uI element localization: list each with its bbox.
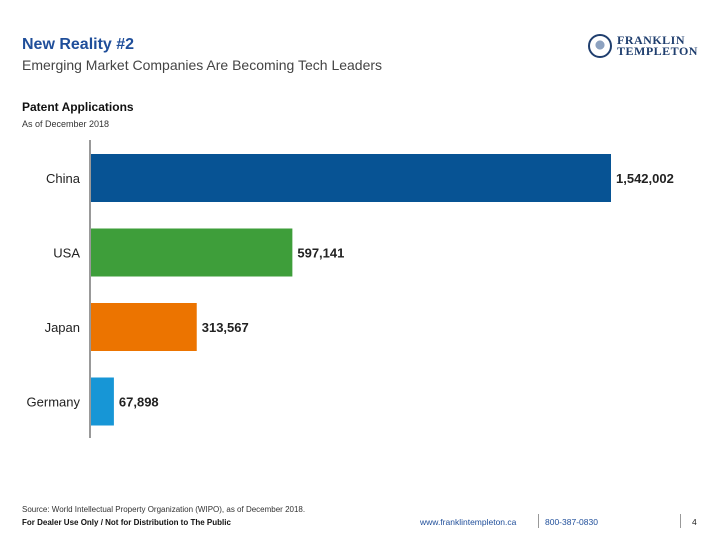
category-label: USA	[53, 246, 80, 261]
website-link[interactable]: www.franklintempleton.ca	[420, 517, 517, 527]
chart-title: Patent Applications	[22, 100, 134, 114]
value-label: 597,141	[297, 246, 344, 261]
source-note: Source: World Intellectual Property Orga…	[22, 505, 306, 514]
logo-line-1: FRANKLIN	[617, 33, 686, 47]
category-label: Germany	[27, 395, 81, 410]
value-label: 313,567	[202, 320, 249, 335]
bar-usa	[91, 228, 293, 277]
category-label: Japan	[45, 320, 80, 335]
logo-portrait-icon	[588, 34, 612, 58]
footer-divider	[538, 514, 539, 528]
dealer-disclaimer: For Dealer Use Only / Not for Distributi…	[22, 518, 231, 527]
bar-china	[91, 154, 611, 202]
franklin-templeton-logo: FRANKLIN TEMPLETON	[588, 34, 698, 58]
page-number: 4	[692, 517, 697, 527]
phone-number: 800-387-0830	[545, 517, 598, 527]
logo-line-2: TEMPLETON	[617, 44, 698, 58]
footer-divider	[680, 514, 681, 528]
bar-germany	[91, 377, 114, 426]
bar-japan	[91, 303, 197, 351]
category-label: China	[46, 171, 81, 186]
logo-wordmark: FRANKLIN TEMPLETON	[617, 33, 698, 58]
page-subtitle: Emerging Market Companies Are Becoming T…	[22, 57, 383, 73]
value-label: 67,898	[119, 395, 159, 410]
chart-subtitle: As of December 2018	[22, 119, 110, 129]
page-title: New Reality #2	[22, 36, 135, 53]
value-label: 1,542,002	[616, 171, 674, 186]
